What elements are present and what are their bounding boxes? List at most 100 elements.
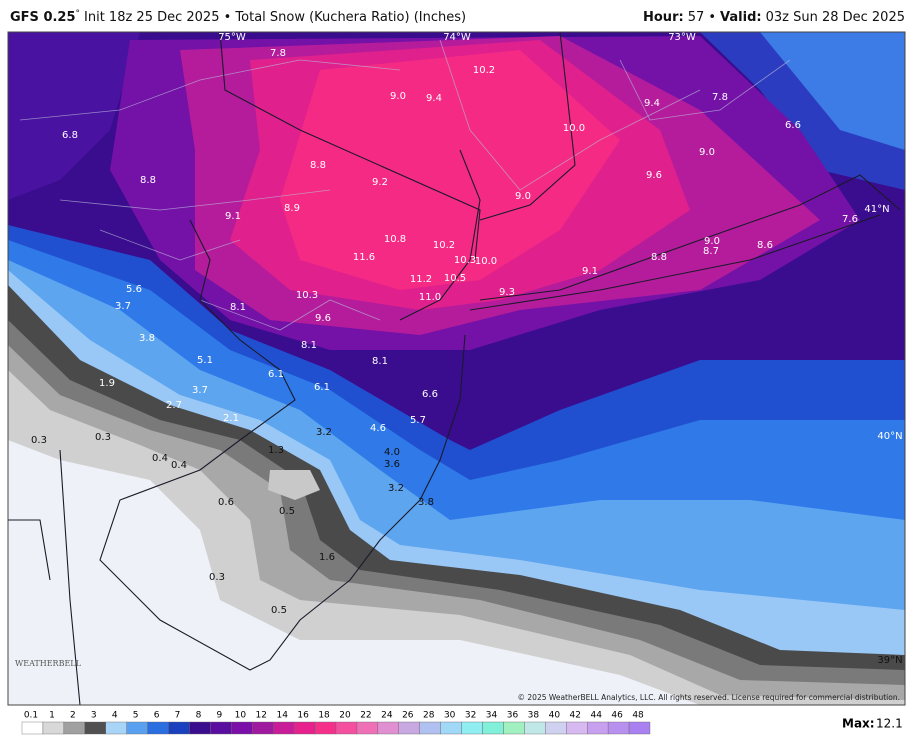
snow-label: 9.2 xyxy=(372,177,388,188)
snow-label: 9.6 xyxy=(315,313,331,324)
map-frame xyxy=(7,31,906,706)
snow-label: 9.4 xyxy=(426,93,442,104)
legend-tick: 44 xyxy=(590,711,602,721)
legend-tick: 5 xyxy=(133,711,139,721)
legend-swatch xyxy=(482,721,504,735)
snow-label: 6.6 xyxy=(785,120,801,131)
legend-swatch xyxy=(419,721,441,735)
legend-tick: 7 xyxy=(175,711,181,721)
snow-label: 5.1 xyxy=(197,355,213,366)
copyright: © 2025 WeatherBELL Analytics, LLC. All r… xyxy=(518,693,900,702)
legend-swatch xyxy=(84,721,106,735)
snow-label: 10.3 xyxy=(454,255,476,266)
legend-tick: 2 xyxy=(70,711,76,721)
legend-swatch xyxy=(377,721,400,735)
max-label: Max: xyxy=(842,717,875,731)
snow-label: 7.8 xyxy=(270,48,286,59)
snow-label: 8.1 xyxy=(372,356,388,367)
snow-label: 7.6 xyxy=(842,214,858,225)
snow-label: 2.1 xyxy=(223,413,239,424)
hour-label: Hour: xyxy=(643,10,684,25)
snow-label: 11.2 xyxy=(410,274,432,285)
legend-tick: 24 xyxy=(381,711,393,721)
legend-tick: 34 xyxy=(486,711,498,721)
snow-label: 6.8 xyxy=(62,130,78,141)
snow-label: 9.0 xyxy=(390,91,406,102)
legend-tick: 40 xyxy=(549,711,561,721)
shade-band xyxy=(8,440,700,705)
snow-label: 8.1 xyxy=(230,302,246,313)
legend-tick: 18 xyxy=(318,711,330,721)
grid-label: 41°N xyxy=(864,204,889,215)
snow-label: 8.8 xyxy=(310,160,326,171)
legend-swatch xyxy=(314,721,337,735)
legend-tick: 38 xyxy=(528,711,540,721)
coastlines xyxy=(8,32,901,705)
snow-label: 3.8 xyxy=(139,333,155,344)
snow-label: 0.3 xyxy=(209,572,225,583)
snow-label: 9.3 xyxy=(499,287,515,298)
snow-label: 0.4 xyxy=(171,460,187,471)
legend-swatch xyxy=(293,721,316,735)
snow-label: 1.6 xyxy=(319,552,335,563)
snow-label: 10.5 xyxy=(444,273,466,284)
legend-swatch xyxy=(63,721,85,735)
legend-swatch xyxy=(168,721,190,735)
snow-label: 1.9 xyxy=(99,378,115,389)
snow-label: 4.6 xyxy=(370,423,386,434)
snow-label: 3.2 xyxy=(316,427,332,438)
snow-label: 9.1 xyxy=(582,266,598,277)
legend-tick: 6 xyxy=(154,711,160,721)
legend-swatch xyxy=(21,721,44,735)
snow-label: 8.1 xyxy=(301,340,317,351)
legend-tick: 42 xyxy=(570,711,581,721)
model: GFS 0.25 xyxy=(10,10,76,25)
snow-label: 8.9 xyxy=(284,203,300,214)
snow-label: 7.8 xyxy=(712,92,728,103)
snow-field: 7.8 10.2 9.0 9.4 9.4 7.8 10.0 6.6 6.8 9.0 8.8 9.6 8.… xyxy=(8,32,905,705)
snow-label: 6.6 xyxy=(422,389,438,400)
snow-label: 8.8 xyxy=(651,252,667,263)
grid-label: 39°N xyxy=(877,655,902,666)
legend-swatch xyxy=(42,721,65,735)
snow-label: 10.0 xyxy=(563,123,585,134)
legend-tick: 26 xyxy=(402,711,414,721)
legend-swatch xyxy=(189,721,211,735)
legend-swatch xyxy=(210,721,232,735)
grid-label: 40°N xyxy=(877,431,902,442)
legend-tick: 12 xyxy=(256,711,267,721)
legend-swatch xyxy=(503,721,525,735)
header-valid: Hour: 57 • Valid: 03z Sun 28 Dec 2025 xyxy=(643,10,905,25)
snow-label: 8.6 xyxy=(757,240,773,251)
snow-label: 8.8 xyxy=(140,175,156,186)
snow-label: 10.2 xyxy=(473,65,495,76)
snow-label: 10.2 xyxy=(433,240,455,251)
legend-swatch xyxy=(273,721,295,735)
snow-label: 5.6 xyxy=(126,284,142,295)
valid: 03z Sun 28 Dec 2025 xyxy=(766,10,905,25)
legend-swatch xyxy=(147,721,169,735)
snow-label: 11.0 xyxy=(419,292,441,303)
description: Init 18z 25 Dec 2025 • Total Snow (Kuche… xyxy=(84,10,466,25)
legend-tick: 4 xyxy=(112,711,118,721)
legend-swatch xyxy=(524,721,546,735)
snow-label: 0.4 xyxy=(152,453,168,464)
grid-label: 75°W xyxy=(218,32,246,43)
legend-tick: 32 xyxy=(465,711,476,721)
county-lines xyxy=(19,39,791,331)
max-value: 12.1 xyxy=(876,717,903,731)
snow-label: 5.7 xyxy=(410,415,426,426)
snow-label: 0.3 xyxy=(95,432,111,443)
logo: WEATHERBELL xyxy=(15,659,82,668)
legend-tick: 30 xyxy=(444,711,456,721)
legend-tick: 1 xyxy=(49,711,55,721)
legend-tick: 22 xyxy=(360,711,371,721)
legend-tick: 46 xyxy=(611,711,623,721)
label-layer: 7.8 10.2 9.0 9.4 9.4 7.8 10.0 6.6 6.8 9.0 8.8 9.6 8.… xyxy=(31,32,903,666)
legend-tick: 28 xyxy=(423,711,435,721)
snow-label: 3.8 xyxy=(418,497,434,508)
legend-tick: 8 xyxy=(196,711,202,721)
snow-label: 11.6 xyxy=(353,252,375,263)
grid-label: 74°W xyxy=(443,32,471,43)
